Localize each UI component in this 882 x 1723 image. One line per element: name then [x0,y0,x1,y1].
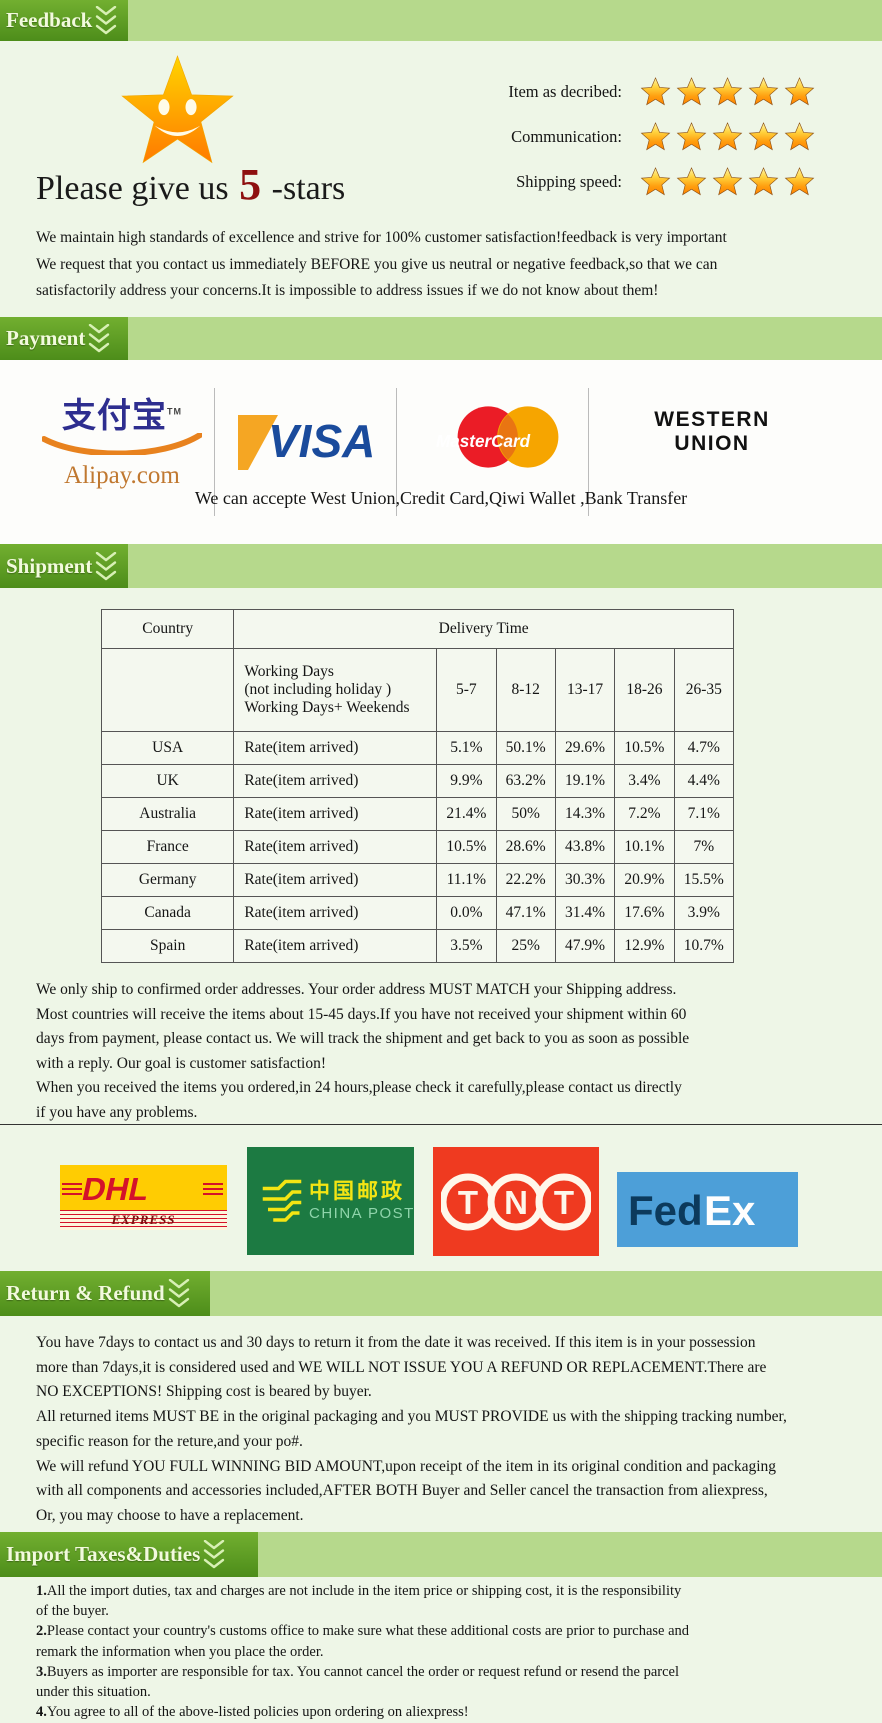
svg-text:T: T [458,1184,478,1221]
svg-text:DHL: DHL [79,1171,152,1207]
svg-text:N: N [504,1184,528,1221]
svg-text:Fed: Fed [628,1187,703,1234]
svg-text:VISA: VISA [268,415,375,467]
svg-text:MasterCard: MasterCard [436,432,531,451]
svg-text:T: T [554,1184,574,1221]
svg-text:Ex: Ex [704,1187,756,1234]
